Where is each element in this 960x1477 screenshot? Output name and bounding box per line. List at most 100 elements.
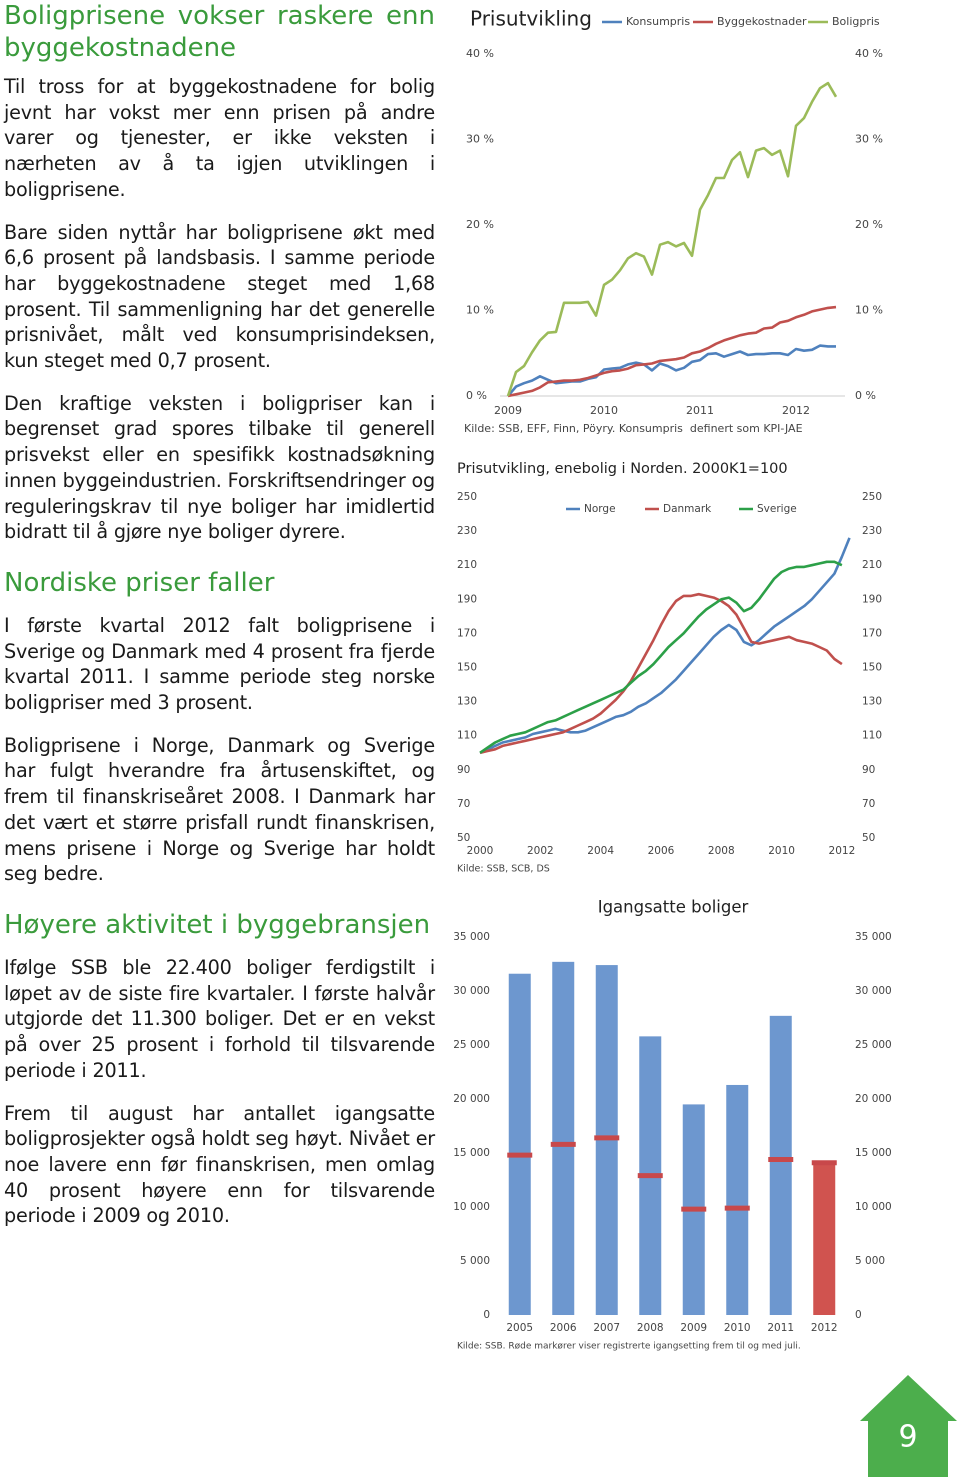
x-tick-label: 2011 xyxy=(767,1322,794,1334)
y-tick-label: 50 xyxy=(457,832,470,844)
section: Boligprisene vokser raskere enn byggekos… xyxy=(4,0,435,545)
y-tick-label: 20 000 xyxy=(453,1093,490,1105)
y-tick-label: 35 000 xyxy=(453,931,490,943)
x-tick-label: 2005 xyxy=(506,1322,533,1334)
paragraph: Til tross for at byggekostnadene for bol… xyxy=(4,75,435,201)
section: Høyere aktivitet i byggebransjen Ifølge S… xyxy=(4,909,435,1229)
x-tick-label: 2012 xyxy=(829,845,856,857)
y-tick-label: 40 % xyxy=(466,47,494,60)
y2-tick-label: 170 xyxy=(862,627,882,639)
series-line xyxy=(506,81,838,397)
x-tick-label: 2008 xyxy=(637,1322,664,1334)
y2-tick-label: 30 % xyxy=(855,133,883,146)
bar xyxy=(813,1162,836,1315)
bar xyxy=(552,961,575,1315)
chart-title: Prisutvikling, enebolig i Norden. 2000K1… xyxy=(457,461,788,477)
y-tick-label: 90 xyxy=(457,764,470,776)
y-tick-label: 10 000 xyxy=(453,1201,490,1213)
series-line xyxy=(507,305,837,398)
y2-tick-label: 20 000 xyxy=(855,1093,892,1105)
y-tick-label: 250 xyxy=(457,491,477,503)
section: Nordiske priser faller I første kvartal 2… xyxy=(4,567,435,887)
y2-tick-label: 190 xyxy=(862,593,882,605)
y-tick-label: 15 000 xyxy=(453,1147,490,1159)
x-tick-label: 2007 xyxy=(593,1322,620,1334)
page-number: 9 xyxy=(898,1420,917,1455)
x-tick-label: 2012 xyxy=(782,404,810,417)
x-tick-label: 2010 xyxy=(590,404,618,417)
y2-tick-label: 40 % xyxy=(855,47,883,60)
y-tick-label: 70 xyxy=(457,798,470,810)
x-tick-label: 2002 xyxy=(527,845,554,857)
x-tick-label: 2008 xyxy=(708,845,735,857)
y2-tick-label: 250 xyxy=(862,491,882,503)
x-tick-label: 2009 xyxy=(494,404,522,417)
paragraph: Ifølge SSB ble 22.400 boliger ferdigstil… xyxy=(4,955,435,1082)
legend-label: Boligpris xyxy=(832,15,880,28)
y2-tick-label: 10 000 xyxy=(855,1201,892,1213)
chart-source: Kilde: SSB. Røde markører viser registre… xyxy=(457,1342,801,1352)
y-tick-label: 10 % xyxy=(466,304,494,317)
x-tick-label: 2000 xyxy=(467,845,494,857)
section-heading: Boligprisene vokser raskere enn byggekos… xyxy=(4,1,435,63)
y-tick-label: 170 xyxy=(457,627,477,639)
y-tick-label: 30 % xyxy=(466,133,494,146)
chart-title: Prisutvikling xyxy=(470,7,592,31)
legend-label: Norge xyxy=(584,503,616,515)
y2-tick-label: 35 000 xyxy=(855,931,892,943)
y-tick-label: 110 xyxy=(457,730,477,742)
series-line xyxy=(479,537,851,754)
section-heading: Høyere aktivitet i byggebransjen xyxy=(4,909,431,940)
x-tick-label: 2012 xyxy=(811,1322,838,1334)
y-tick-label: 210 xyxy=(457,559,477,571)
page-badge xyxy=(860,1375,957,1477)
y2-tick-label: 70 xyxy=(862,798,875,810)
y-tick-label: 190 xyxy=(457,593,477,605)
section-heading: Nordiske priser faller xyxy=(4,567,275,598)
x-tick-label: 2010 xyxy=(768,845,795,857)
y-tick-label: 25 000 xyxy=(453,1039,490,1051)
paragraph: I første kvartal 2012 falt boligprisene … xyxy=(4,613,435,715)
x-tick-label: 2006 xyxy=(648,845,675,857)
chart-source: Kilde: SSB, SCB, DS xyxy=(457,864,550,875)
y2-tick-label: 50 xyxy=(862,832,875,844)
x-tick-label: 2011 xyxy=(686,404,714,417)
y-tick-label: 0 xyxy=(483,1309,490,1321)
series-line xyxy=(479,560,843,754)
y2-tick-label: 0 xyxy=(855,1309,862,1321)
legend-label: Sverige xyxy=(757,503,797,515)
paragraph: Frem til august har antallet igangsatte … xyxy=(4,1101,435,1228)
y2-tick-label: 20 % xyxy=(855,218,883,231)
y2-tick-label: 25 000 xyxy=(855,1039,892,1051)
y2-tick-label: 0 % xyxy=(855,389,876,402)
y-tick-label: 150 xyxy=(457,662,477,674)
y2-tick-label: 210 xyxy=(862,559,882,571)
bar xyxy=(726,1084,749,1315)
y2-tick-label: 5 000 xyxy=(855,1255,885,1267)
bar xyxy=(508,973,531,1315)
y2-tick-label: 150 xyxy=(862,662,882,674)
chart-title: Igangsatte boliger xyxy=(598,898,749,917)
paragraph: Bare siden nyttår har boligprisene økt m… xyxy=(4,220,435,373)
y2-tick-label: 110 xyxy=(862,730,882,742)
y2-tick-label: 90 xyxy=(862,764,875,776)
legend-label: Konsumpris xyxy=(626,15,690,28)
y2-tick-label: 130 xyxy=(862,696,882,708)
series-line xyxy=(507,344,836,397)
y2-tick-label: 15 000 xyxy=(855,1147,892,1159)
y2-tick-label: 30 000 xyxy=(855,985,892,997)
y-tick-label: 30 000 xyxy=(453,985,490,997)
y-tick-label: 5 000 xyxy=(460,1255,490,1267)
x-tick-label: 2006 xyxy=(550,1322,577,1334)
y-tick-label: 130 xyxy=(457,696,477,708)
paragraph: Den kraftige veksten i boligpriser kan i… xyxy=(4,391,435,544)
y-tick-label: 0 % xyxy=(466,389,487,402)
y-tick-label: 20 % xyxy=(466,218,494,231)
x-tick-label: 2010 xyxy=(724,1322,751,1334)
x-tick-label: 2004 xyxy=(587,845,614,857)
text-column: Boligprisene vokser raskere enn byggekos… xyxy=(4,0,435,1251)
bar xyxy=(769,1015,792,1315)
chart-source: Kilde: SSB, EFF, Finn, Pöyry. Konsumpris… xyxy=(464,422,803,435)
